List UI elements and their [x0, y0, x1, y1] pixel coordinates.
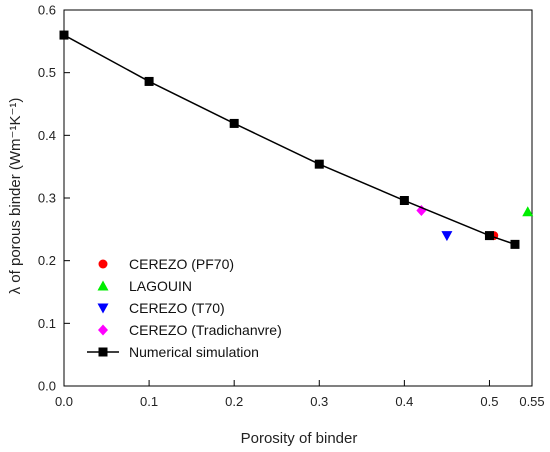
- legend-label: Numerical simulation: [129, 344, 259, 360]
- legend-label: CEREZO (Tradichanvre): [129, 322, 282, 338]
- legend-item: LAGOUIN: [97, 278, 192, 294]
- series-1: [522, 206, 534, 217]
- x-tick-label: 0.1: [140, 394, 158, 409]
- y-tick-label: 0.0: [38, 379, 56, 394]
- data-point: [441, 231, 453, 242]
- data-point: [522, 206, 534, 217]
- legend: CEREZO (PF70) LAGOUIN CEREZO (T70) CEREZO (…: [87, 256, 282, 360]
- legend-label: CEREZO (PF70): [129, 256, 234, 272]
- data-point: [314, 159, 324, 169]
- x-tick-label: 0.4: [395, 394, 413, 409]
- x-tick-label: 0.0: [55, 394, 73, 409]
- data-point: [59, 30, 69, 40]
- series-layer: [59, 30, 534, 249]
- y-tick-label: 0.5: [38, 65, 56, 80]
- x-tick-label: 0.2: [225, 394, 243, 409]
- axes: 0.0 0.1 0.2 0.3 0.4 0.5 0.55 0.0 0.1 0.2 0.3 0.4 0.5…: [38, 3, 545, 410]
- series-2: [441, 231, 453, 242]
- legend-marker: [98, 324, 108, 336]
- legend-item: CEREZO (T70): [97, 300, 225, 316]
- data-point: [144, 76, 154, 86]
- data-point: [399, 196, 409, 206]
- x-tick-label: 0.3: [310, 394, 328, 409]
- legend-item: Numerical simulation: [87, 344, 259, 360]
- y-tick-label: 0.2: [38, 253, 56, 268]
- x-tick-label: 0.55: [519, 394, 544, 409]
- legend-marker: [98, 259, 108, 269]
- y-axis-title: λ of porous binder (Wm⁻¹K⁻¹): [7, 98, 24, 295]
- series-line: [63, 34, 516, 246]
- legend-item: CEREZO (Tradichanvre): [98, 322, 282, 338]
- data-point: [510, 239, 520, 249]
- y-tick-label: 0.1: [38, 316, 56, 331]
- legend-item: CEREZO (PF70): [98, 256, 234, 272]
- x-axis-title: Porosity of binder: [241, 430, 358, 447]
- legend-marker: [97, 280, 109, 291]
- legend-marker: [97, 303, 109, 314]
- y-tick-label: 0.3: [38, 191, 56, 206]
- legend-marker: [98, 347, 108, 357]
- series-4: [59, 30, 520, 249]
- data-point: [229, 118, 239, 128]
- y-tick-label: 0.4: [38, 128, 56, 143]
- x-tick-label: 0.5: [480, 394, 498, 409]
- legend-label: CEREZO (T70): [129, 300, 225, 316]
- legend-label: LAGOUIN: [129, 278, 192, 294]
- data-point: [484, 231, 494, 241]
- y-tick-label: 0.6: [38, 3, 56, 18]
